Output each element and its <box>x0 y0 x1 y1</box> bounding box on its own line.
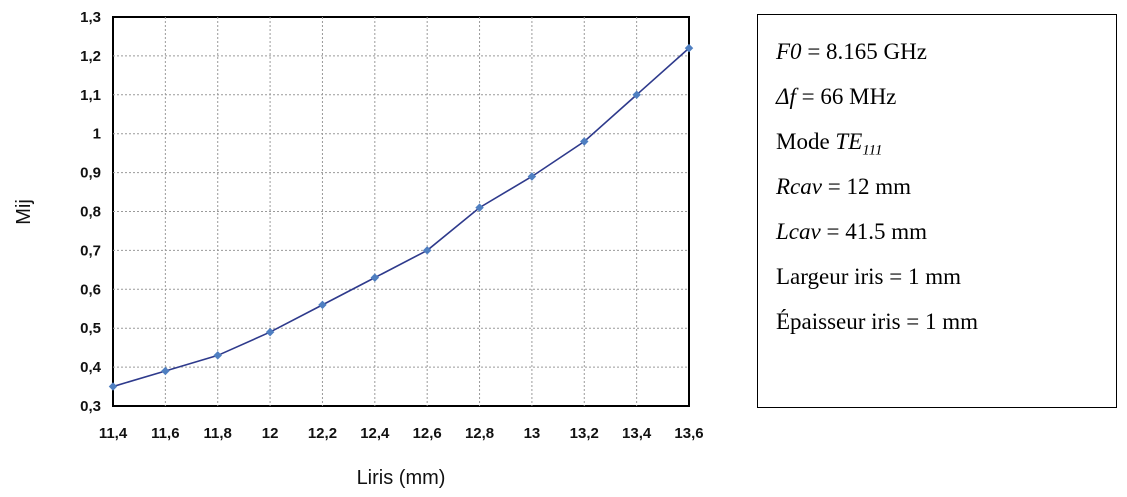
param-lcav-value: = 41.5 mm <box>820 219 927 244</box>
param-lcav-symbol: Lcav <box>776 219 821 244</box>
x-axis-ticks: 11,4 11,6 11,8 12 12,2 12,4 12,6 12,8 13 13,2 13,4… <box>99 425 704 442</box>
param-mode: Mode TE111 <box>776 119 1116 164</box>
parameters-box: F0 = 8.165 GHz Δf = 66 MHz Mode TE111 Rc… <box>757 14 1117 408</box>
data-point <box>475 203 484 212</box>
data-point <box>370 273 380 282</box>
param-lcav: Lcav = 41.5 mm <box>776 209 1116 254</box>
y-tick-label: 0,4 <box>80 359 102 376</box>
y-tick-label: 1,3 <box>80 9 101 26</box>
series-group <box>108 43 694 391</box>
x-axis-title: Liris (mm) <box>357 467 446 489</box>
data-point <box>161 366 170 376</box>
x-tick-label: 13,6 <box>674 425 703 442</box>
param-delta-f-symbol: Δf <box>776 84 796 109</box>
data-point <box>422 246 432 255</box>
param-mode-subscript: 111 <box>862 142 883 159</box>
param-largeur-iris: Largeur iris = 1 mm <box>776 264 962 289</box>
param-f0-value: = 8.165 GHz <box>801 39 927 64</box>
y-tick-label: 1 <box>93 126 101 143</box>
y-tick-label: 1,2 <box>80 48 101 65</box>
x-tick-label: 12,2 <box>308 425 337 442</box>
data-point <box>108 382 118 391</box>
param-f0: F0 = 8.165 GHz <box>776 29 1116 74</box>
x-tick-label: 12,6 <box>413 425 442 442</box>
y-axis-title: Mij <box>13 199 35 225</box>
param-rcav-symbol: Rcav <box>776 174 822 199</box>
x-tick-label: 13 <box>524 425 541 442</box>
y-axis-ticks: 0,3 0,4 0,5 0,6 0,7 0,8 0,9 1 1,1 1,2 1,3 <box>80 9 102 415</box>
param-delta-f: Δf = 66 MHz <box>776 74 1116 119</box>
data-point <box>318 300 327 310</box>
y-tick-label: 0,6 <box>80 281 101 298</box>
x-tick-label: 13,2 <box>570 425 599 442</box>
data-point <box>265 327 275 337</box>
param-mode-symbol: TE <box>835 129 863 154</box>
y-tick-label: 1,1 <box>80 87 101 104</box>
x-tick-label: 11,8 <box>204 425 232 442</box>
y-tick-label: 0,8 <box>80 204 101 221</box>
x-tick-label: 13,4 <box>622 425 652 442</box>
y-tick-label: 0,3 <box>80 398 101 415</box>
param-f0-symbol: F0 <box>776 39 802 64</box>
y-tick-label: 0,7 <box>80 242 101 259</box>
x-tick-label: 12 <box>262 425 279 442</box>
param-delta-f-value: = 66 MHz <box>795 84 897 109</box>
y-tick-label: 0,5 <box>80 320 101 337</box>
param-epaisseur-iris: Épaisseur iris = 1 mm <box>776 309 979 334</box>
param-rcav: Rcav = 12 mm <box>776 164 1116 209</box>
param-rcav-value: = 12 mm <box>821 174 911 199</box>
y-tick-label: 0,9 <box>80 165 101 182</box>
x-tick-label: 12,8 <box>465 425 494 442</box>
x-tick-label: 11,4 <box>99 425 128 442</box>
data-point <box>213 351 222 360</box>
series-line <box>112 47 690 388</box>
x-tick-label: 11,6 <box>151 425 179 442</box>
param-mode-prefix: Mode <box>776 129 836 154</box>
line-chart: 0,3 0,4 0,5 0,6 0,7 0,8 0,9 1 1,1 1,2 1,3 11,4 11,6… <box>13 9 704 489</box>
x-tick-label: 12,4 <box>360 425 390 442</box>
